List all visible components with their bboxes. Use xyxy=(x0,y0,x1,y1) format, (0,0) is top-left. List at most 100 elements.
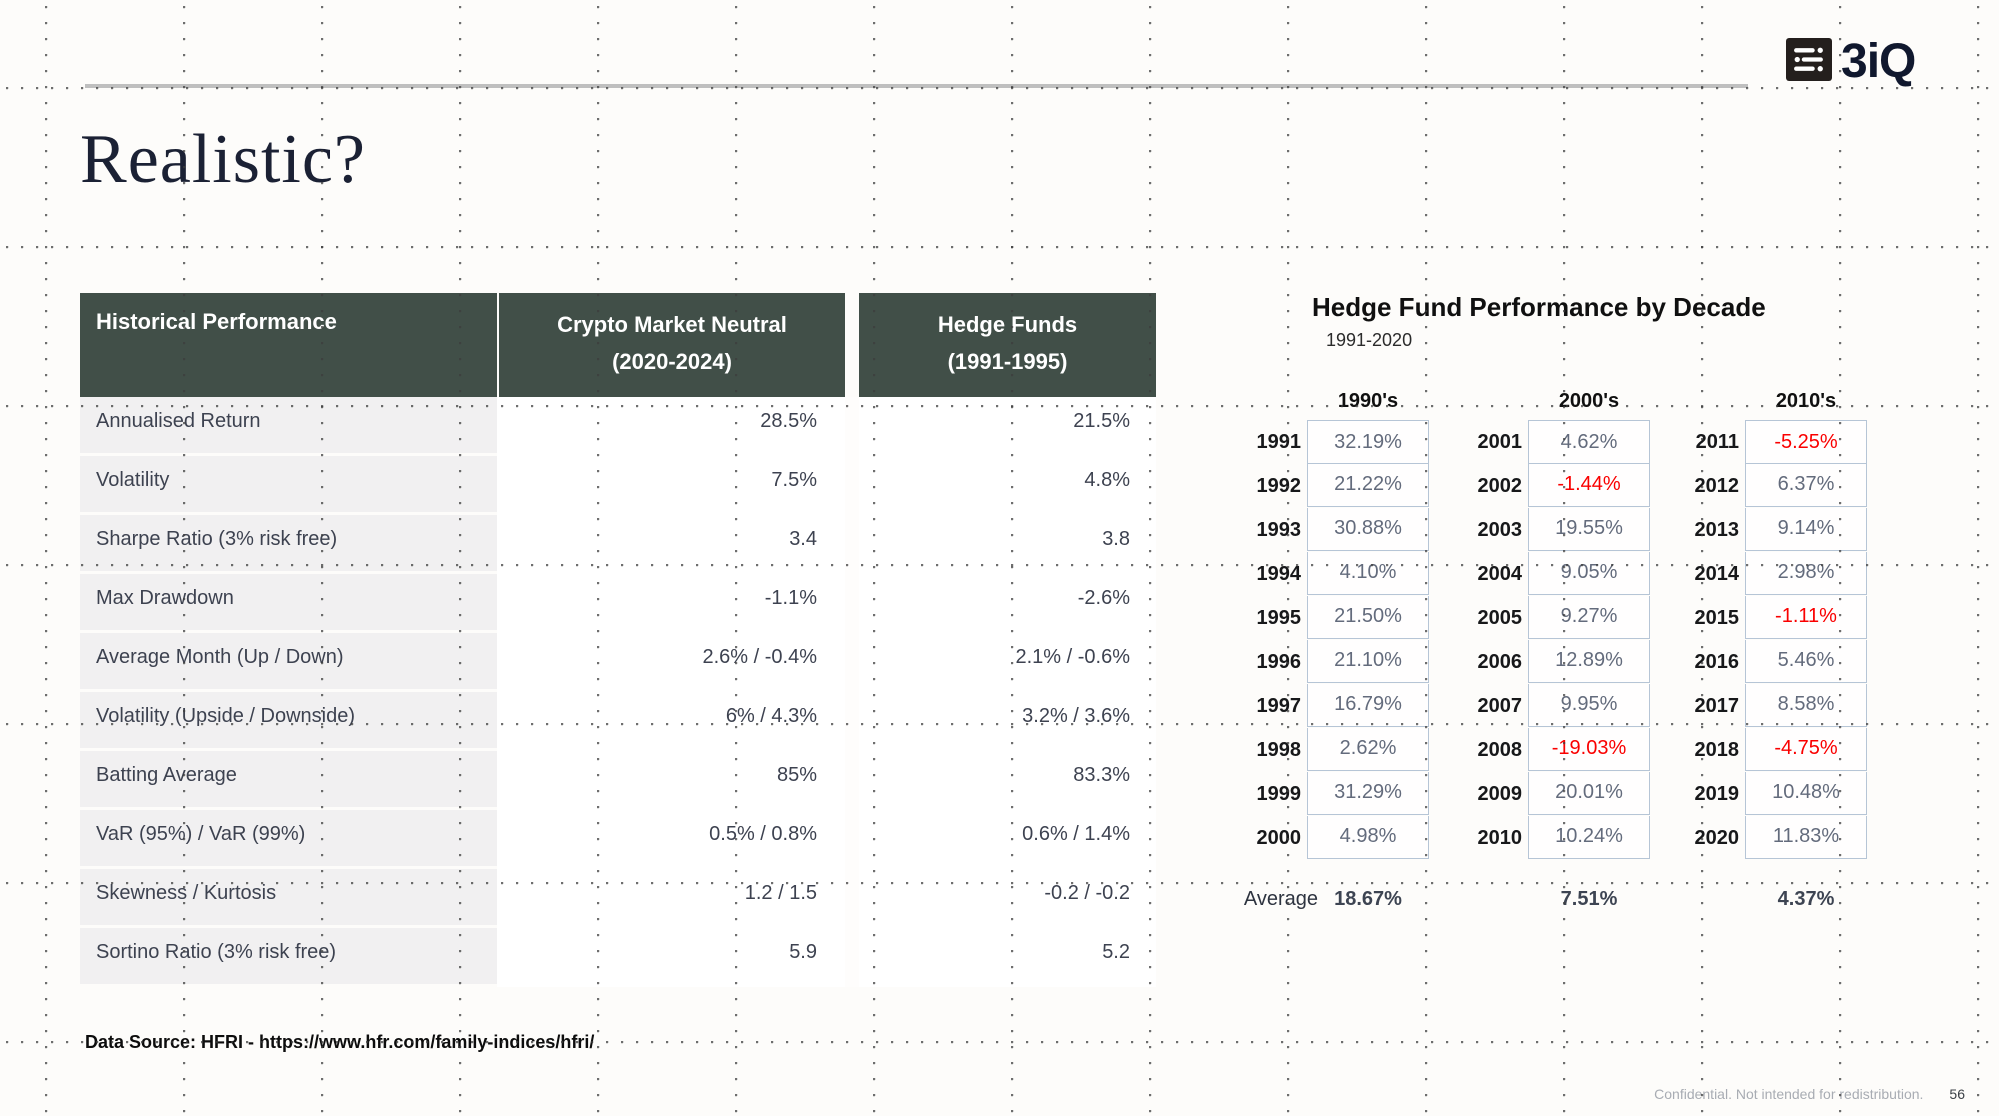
decade-table-subtitle: 1991-2020 xyxy=(1326,330,1413,350)
decade-row: 2018 -4.75% xyxy=(1679,728,1867,772)
annual-return-value: -19.03% xyxy=(1528,728,1650,771)
decade-row: 2004 9.05% xyxy=(1462,552,1650,596)
hedge-value: 4.8% xyxy=(859,456,1156,515)
decade-table-title: Hedge Fund Performance by Decade xyxy=(1312,292,1766,322)
decade-row: 1999 31.29% xyxy=(1241,772,1429,816)
column-gap xyxy=(845,751,859,810)
crypto-value: 5.9 xyxy=(499,928,845,987)
year-label: 2003 xyxy=(1477,519,1523,541)
metric-label: Batting Average xyxy=(80,751,497,810)
decade-row: 2006 12.89% xyxy=(1462,640,1650,684)
header-crypto-line2: (2020-2024) xyxy=(612,349,732,374)
column-gap xyxy=(845,397,859,456)
decade-row: 2013 9.14% xyxy=(1679,508,1867,552)
decade-row: 2016 5.46% xyxy=(1679,640,1867,684)
average-2010s: 4.37% xyxy=(1777,888,1835,910)
crypto-value: 1.2 / 1.5 xyxy=(499,869,845,928)
hedge-value: 5.2 xyxy=(859,928,1156,987)
year-label: 2010 xyxy=(1477,827,1523,849)
crypto-value: 2.6% / -0.4% xyxy=(499,633,845,692)
year-label: 2015 xyxy=(1694,607,1740,629)
annual-return-value: -1.11% xyxy=(1745,596,1867,639)
data-source-note: Data Source: HFRI - https://www.hfr.com/… xyxy=(85,1032,595,1052)
table-header-row: Historical Performance Crypto Market Neu… xyxy=(80,293,1156,397)
decade-row: 2005 9.27% xyxy=(1462,596,1650,640)
hedge-value: 0.6% / 1.4% xyxy=(859,810,1156,869)
decade-row: 1997 16.79% xyxy=(1241,684,1429,728)
annual-return-value: 19.55% xyxy=(1528,508,1650,551)
decade-row: 2012 6.37% xyxy=(1679,464,1867,508)
annual-return-value: 31.29% xyxy=(1307,772,1429,815)
year-label: 1994 xyxy=(1256,563,1302,585)
decade-row: 2020 11.83% xyxy=(1679,816,1867,860)
annual-return-value: -5.25% xyxy=(1745,420,1867,464)
crypto-value: 28.5% xyxy=(499,397,845,456)
header-crypto-line1: Crypto Market Neutral xyxy=(557,312,787,337)
decade-row: 2002 -1.44% xyxy=(1462,464,1650,508)
hedge-value: -0.2 / -0.2 xyxy=(859,869,1156,928)
average-2000s: 7.51% xyxy=(1560,888,1618,910)
table-row: Annualised Return 28.5% 21.5% xyxy=(80,397,1156,456)
decade-row: 2001 4.62% xyxy=(1462,420,1650,464)
header-historical-performance: Historical Performance xyxy=(80,293,497,397)
table-row: Average Month (Up / Down) 2.6% / -0.4% 2… xyxy=(80,633,1156,692)
historical-performance-table: Historical Performance Crypto Market Neu… xyxy=(80,293,1156,987)
year-label: 1995 xyxy=(1256,607,1302,629)
column-gap xyxy=(845,456,859,515)
decade-row: 2009 20.01% xyxy=(1462,772,1650,816)
decade-row: 2017 8.58% xyxy=(1679,684,1867,728)
year-label: 2019 xyxy=(1694,783,1740,805)
annual-return-value: 10.48% xyxy=(1745,772,1867,815)
annual-return-value: 10.24% xyxy=(1528,816,1650,859)
logo-list-icon xyxy=(1786,38,1832,86)
brand-logo: 3iQ xyxy=(1786,38,1916,86)
decade-row: 2008 -19.03% xyxy=(1462,728,1650,772)
hedge-value: 21.5% xyxy=(859,397,1156,456)
annual-return-value: 32.19% xyxy=(1307,420,1429,464)
decade-row: 1995 21.50% xyxy=(1241,596,1429,640)
annual-return-value: -4.75% xyxy=(1745,728,1867,771)
annual-return-value: 4.98% xyxy=(1307,816,1429,859)
metric-label: Skewness / Kurtosis xyxy=(80,869,497,928)
decade-column-2010s: 2010's 2011 -5.25% 2012 6.37% 2013 9.14%… xyxy=(1679,390,1867,860)
annual-return-value: 2.62% xyxy=(1307,728,1429,771)
decade-column-header: 2000's xyxy=(1558,390,1620,412)
year-label: 2000 xyxy=(1256,827,1302,849)
metric-label: Max Drawdown xyxy=(80,574,497,633)
decade-row: 1991 32.19% xyxy=(1241,420,1429,464)
year-label: 1993 xyxy=(1256,519,1302,541)
header-gap xyxy=(845,293,859,397)
decade-row: 1993 30.88% xyxy=(1241,508,1429,552)
decade-row: 1998 2.62% xyxy=(1241,728,1429,772)
metric-label: Volatility (Upside / Downside) xyxy=(80,692,497,751)
year-label: 2017 xyxy=(1694,695,1740,717)
average-1990s: 18.67% xyxy=(1334,888,1402,910)
decade-row: 2010 10.24% xyxy=(1462,816,1650,860)
decade-row: 1996 21.10% xyxy=(1241,640,1429,684)
hedge-value: 3.8 xyxy=(859,515,1156,574)
hedge-value: 83.3% xyxy=(859,751,1156,810)
crypto-value: 85% xyxy=(499,751,845,810)
annual-return-value: 9.95% xyxy=(1528,684,1650,727)
annual-return-value: 9.05% xyxy=(1528,552,1650,595)
decade-row: 2015 -1.11% xyxy=(1679,596,1867,640)
table-row: Sharpe Ratio (3% risk free) 3.4 3.8 xyxy=(80,515,1156,574)
year-label: 2006 xyxy=(1477,651,1523,673)
year-label: 1992 xyxy=(1256,475,1302,497)
year-label: 1998 xyxy=(1256,739,1302,761)
year-label: 1991 xyxy=(1256,431,1302,453)
decade-row: 1992 21.22% xyxy=(1241,464,1429,508)
year-label: 2007 xyxy=(1477,695,1523,717)
average-row-label: Average xyxy=(1243,888,1318,910)
column-gap xyxy=(845,869,859,928)
column-gap xyxy=(845,928,859,987)
column-gap xyxy=(845,574,859,633)
year-label: 1996 xyxy=(1256,651,1302,673)
annual-return-value: 9.14% xyxy=(1745,508,1867,551)
decade-row: 2007 9.95% xyxy=(1462,684,1650,728)
footer: Confidential. Not intended for redistrib… xyxy=(1630,1086,1965,1102)
page-number: 56 xyxy=(1949,1086,1965,1102)
year-label: 2002 xyxy=(1477,475,1523,497)
table-row: Volatility (Upside / Downside) 6% / 4.3%… xyxy=(80,692,1156,751)
year-label: 2016 xyxy=(1694,651,1740,673)
